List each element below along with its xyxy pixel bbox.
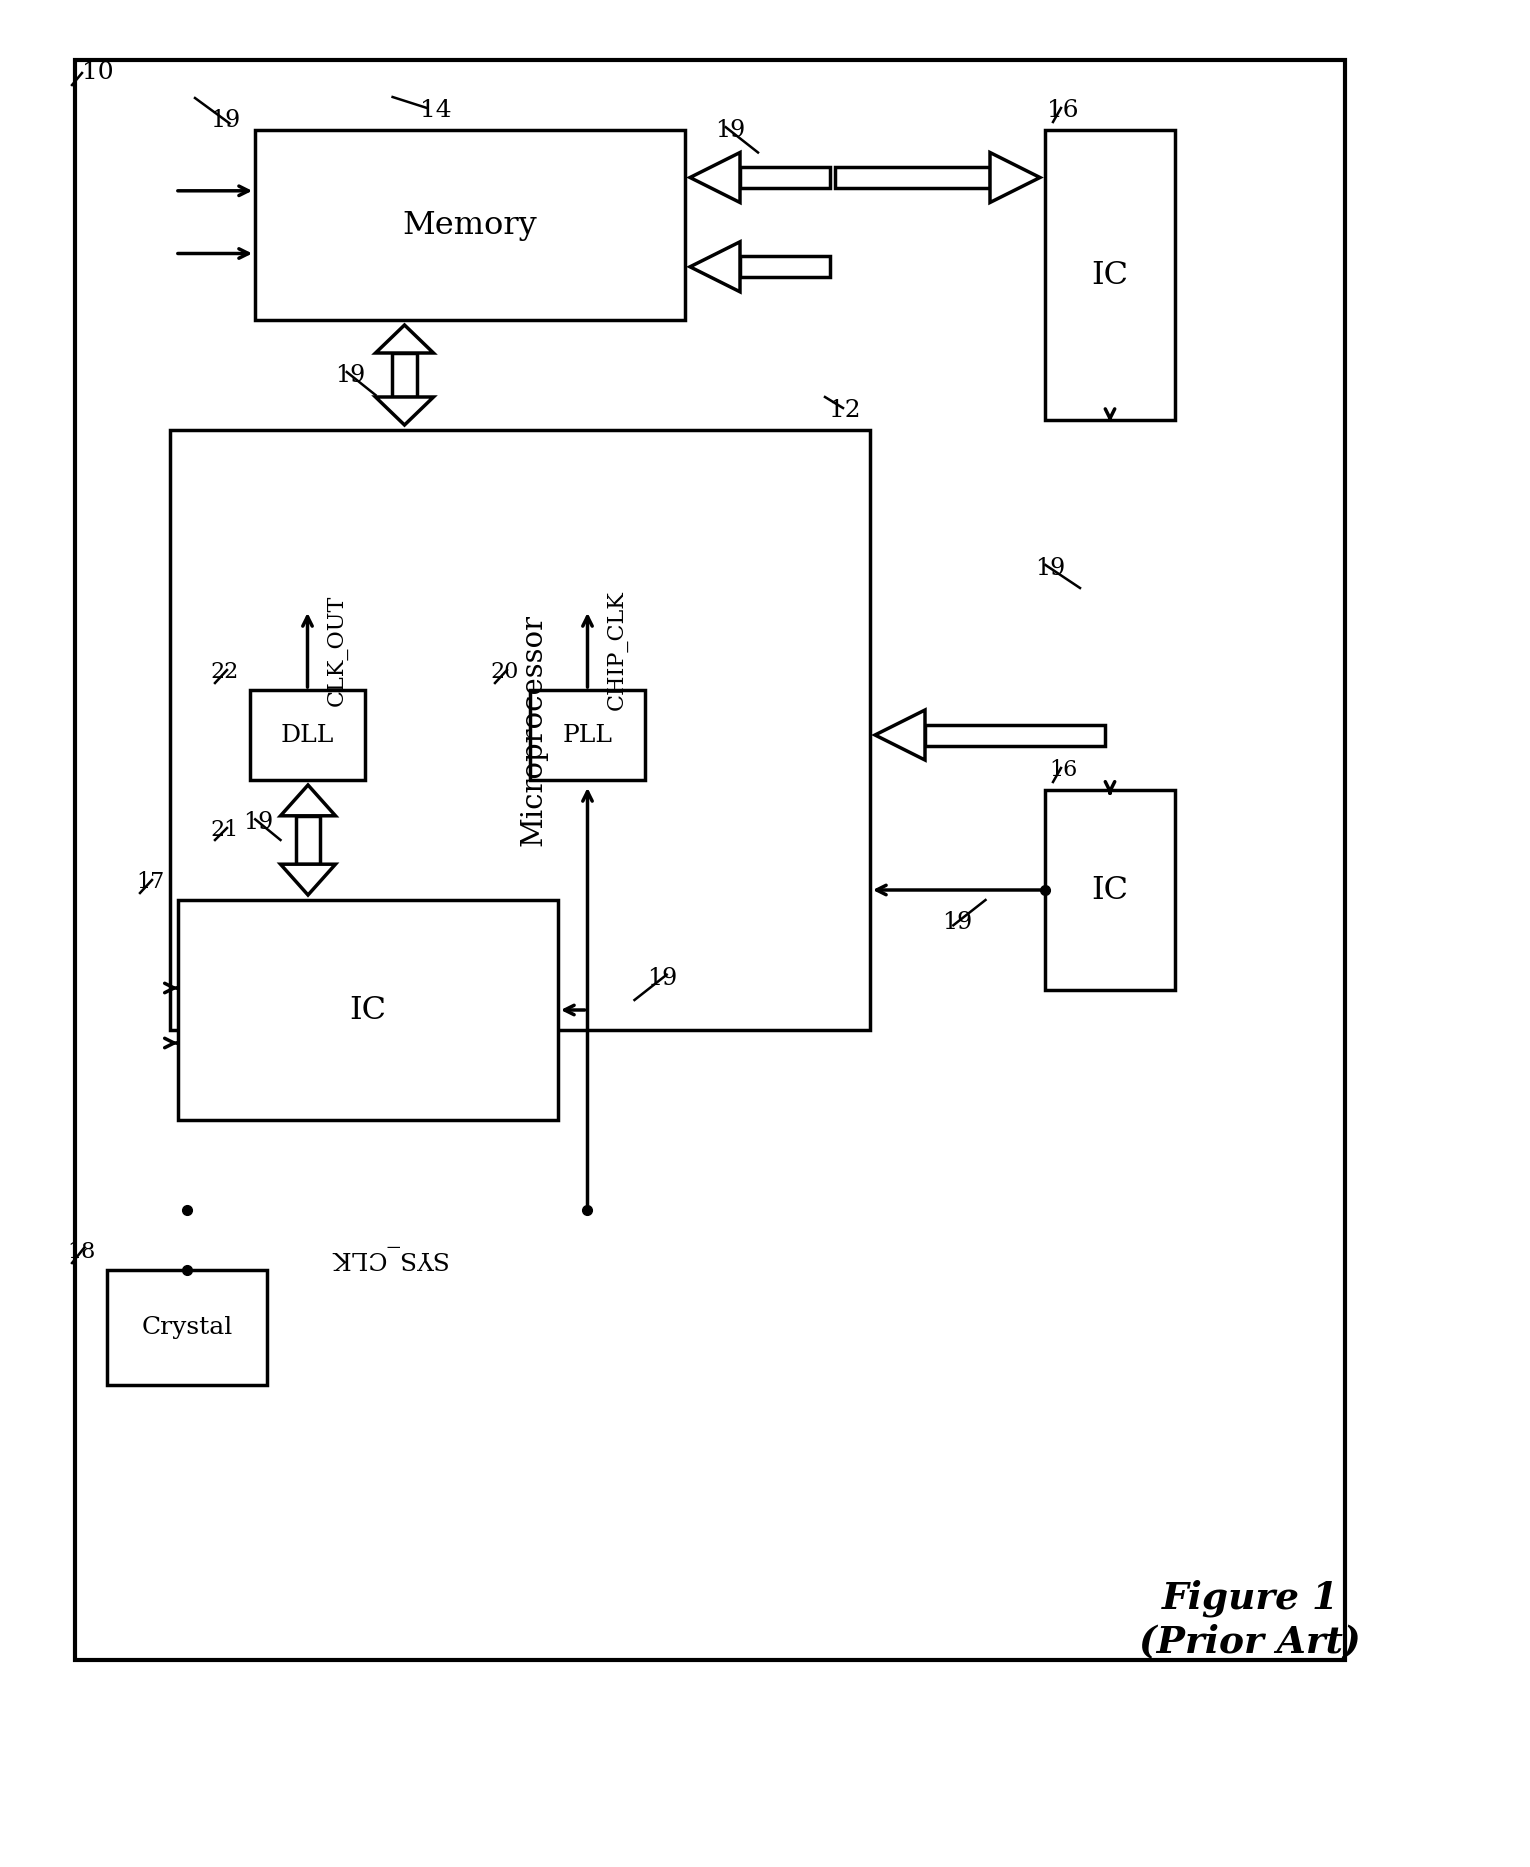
Text: IC: IC <box>349 995 387 1025</box>
Bar <box>256 131 685 319</box>
Text: 17: 17 <box>136 872 164 892</box>
Text: IC: IC <box>1091 260 1129 291</box>
Text: 19: 19 <box>243 810 274 833</box>
Bar <box>177 900 558 1120</box>
Polygon shape <box>375 398 433 426</box>
Bar <box>741 256 829 278</box>
Text: 19: 19 <box>647 967 678 990</box>
Text: Memory: Memory <box>402 209 537 241</box>
Bar <box>529 691 646 780</box>
Text: 12: 12 <box>829 398 861 422</box>
Text: 19: 19 <box>210 108 240 131</box>
Text: 21: 21 <box>211 820 239 840</box>
Text: 16: 16 <box>1047 99 1079 121</box>
Bar <box>392 353 416 398</box>
Text: PLL: PLL <box>563 724 612 747</box>
Text: IC: IC <box>1091 874 1129 905</box>
Text: 14: 14 <box>419 99 451 121</box>
Text: CLK_OUT: CLK_OUT <box>326 594 347 706</box>
Text: 16: 16 <box>1050 760 1077 780</box>
Text: 19: 19 <box>335 364 366 386</box>
Text: Crystal: Crystal <box>141 1316 233 1339</box>
Polygon shape <box>690 243 741 291</box>
Text: Figure 1
(Prior Art): Figure 1 (Prior Art) <box>1140 1579 1360 1660</box>
Text: CHIP_CLK: CHIP_CLK <box>606 590 627 709</box>
Polygon shape <box>990 153 1040 202</box>
Bar <box>1045 131 1175 420</box>
Text: 19: 19 <box>942 911 973 934</box>
Text: DLL: DLL <box>282 724 334 747</box>
Text: Microprocessor: Microprocessor <box>520 614 548 846</box>
Polygon shape <box>690 153 741 202</box>
Bar <box>249 691 366 780</box>
Text: 19: 19 <box>715 119 745 142</box>
Text: 20: 20 <box>491 661 519 683</box>
Bar <box>835 166 990 189</box>
Text: 10: 10 <box>83 60 113 84</box>
Bar <box>926 724 1105 745</box>
Text: SYS_CLK: SYS_CLK <box>329 1245 447 1270</box>
Bar <box>741 166 829 189</box>
Polygon shape <box>280 784 335 816</box>
Bar <box>170 429 871 1031</box>
Polygon shape <box>280 864 335 894</box>
Polygon shape <box>375 325 433 353</box>
Bar <box>1045 790 1175 990</box>
Polygon shape <box>875 709 926 760</box>
Text: 19: 19 <box>1034 556 1065 579</box>
Bar <box>297 816 320 864</box>
Bar <box>75 60 1345 1660</box>
Text: 18: 18 <box>67 1242 96 1262</box>
Bar <box>107 1270 268 1385</box>
Text: 22: 22 <box>211 661 239 683</box>
